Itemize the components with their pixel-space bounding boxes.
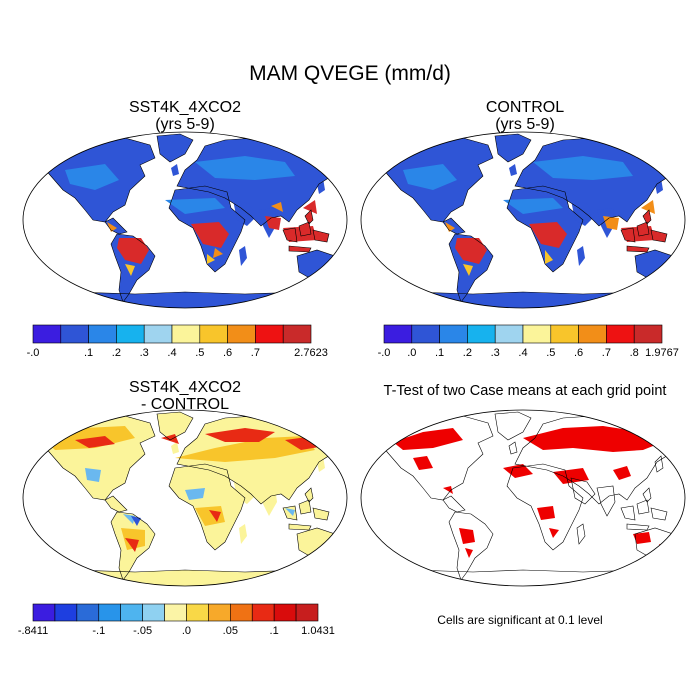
colorbar-tick-label: .1 xyxy=(435,347,444,359)
colorbar-swatch xyxy=(295,603,319,622)
colorbar-tick-label: .3 xyxy=(491,347,500,359)
panel-b-title: CONTROL (yrs 5-9) xyxy=(400,99,650,133)
colorbar-a: -.0 .1 .2 .3 .4 .5 .6 .7 2.7623 xyxy=(27,324,328,359)
colorbar-swatch xyxy=(439,324,468,344)
colorbar-swatch xyxy=(116,324,145,344)
colorbar-swatch xyxy=(227,324,256,344)
colorbar-swatch xyxy=(164,603,187,622)
colorbar-swatch xyxy=(76,603,100,622)
significance-note: Cells are significant at 0.1 level xyxy=(437,613,603,627)
colorbar-swatch xyxy=(88,324,117,344)
colorbar-swatch xyxy=(230,603,253,622)
colorbar-tick-label: .4 xyxy=(518,347,527,359)
colorbar-swatch xyxy=(32,603,56,622)
colorbar-tick-label: .2 xyxy=(112,347,121,359)
colorbar-swatch xyxy=(208,603,231,622)
colorbar-swatch xyxy=(186,603,209,622)
colorbar-tick-label: 1.9767 xyxy=(645,347,679,359)
map-border-c xyxy=(22,409,348,587)
panel-c-title: SST4K_4XCO2 - CONTROL xyxy=(60,379,310,413)
colorbar-tick-label: .05 xyxy=(223,625,238,637)
map-panel-b xyxy=(361,133,685,308)
colorbar-tick-label: 2.7623 xyxy=(294,347,328,359)
colorbar-swatch xyxy=(606,324,635,344)
panel-a-title-line1: SST4K_4XCO2 xyxy=(128,99,242,116)
colorbar-swatch xyxy=(494,324,524,344)
colorbar-b: -.0 .0 .1 .2 .3 .4 .5 .6 .7 .8 1.9767 xyxy=(378,324,679,359)
map-border-a xyxy=(22,131,348,309)
colorbar-swatch xyxy=(142,603,165,622)
colorbar-tick-label: .7 xyxy=(251,347,260,359)
colorbar-swatch xyxy=(550,324,579,344)
colorbar-swatch xyxy=(199,324,228,344)
colorbar-tick-label: .4 xyxy=(167,347,176,359)
colorbar-tick-label: .7 xyxy=(602,347,611,359)
colorbar-tick-label: 1.0431 xyxy=(301,625,335,637)
panel-b-title-line1: CONTROL xyxy=(485,99,565,116)
colorbar-swatch xyxy=(143,324,173,344)
colorbar-swatch xyxy=(467,324,496,344)
colorbar-tick-label: .5 xyxy=(546,347,555,359)
colorbar-tick-label: .2 xyxy=(463,347,472,359)
map-panel-d xyxy=(361,411,685,586)
colorbar-swatch xyxy=(282,324,312,344)
colorbar-swatch xyxy=(60,324,89,344)
colorbar-tick-label: -.05 xyxy=(133,625,152,637)
panel-a-title-line2: (yrs 5-9) xyxy=(155,116,215,133)
colorbar-tick-label: .1 xyxy=(84,347,93,359)
colorbar-tick-label: .0 xyxy=(407,347,416,359)
colorbar-tick-label: -.8411 xyxy=(18,625,48,637)
colorbar-swatch xyxy=(54,603,78,622)
colorbar-tick-label: .0 xyxy=(182,625,191,637)
colorbar-tick-label: -.1 xyxy=(92,625,105,637)
colorbar-c: -.8411 -.1 -.05 .0 .05 .1 1.0431 xyxy=(18,603,335,637)
colorbar-swatch xyxy=(98,603,121,622)
colorbar-swatch xyxy=(383,324,413,344)
colorbar-tick-label: .6 xyxy=(223,347,232,359)
colorbar-tick-label: -.0 xyxy=(378,347,391,359)
panel-b-title-line2: (yrs 5-9) xyxy=(495,116,555,133)
colorbar-swatch xyxy=(120,603,143,622)
map-border-b xyxy=(360,131,686,309)
colorbar-tick-label: .8 xyxy=(630,347,639,359)
panel-a-title: SST4K_4XCO2 (yrs 5-9) xyxy=(60,99,310,133)
panel-c-title-line2: - CONTROL xyxy=(141,396,229,413)
colorbar-tick-label: .6 xyxy=(574,347,583,359)
colorbar-swatch xyxy=(578,324,607,344)
colorbar-tick-label: .3 xyxy=(140,347,149,359)
map-border-d xyxy=(360,409,686,587)
colorbar-swatch xyxy=(171,324,201,344)
main-title: MAM QVEGE (mm/d) xyxy=(249,62,451,85)
map-panel-a xyxy=(23,133,347,308)
colorbar-swatch xyxy=(251,603,275,622)
colorbar-swatch xyxy=(255,324,284,344)
panel-c-title-line1: SST4K_4XCO2 xyxy=(128,379,242,396)
colorbar-swatch xyxy=(633,324,663,344)
colorbar-swatch xyxy=(273,603,297,622)
colorbar-swatch xyxy=(32,324,62,344)
colorbar-tick-label: .5 xyxy=(195,347,204,359)
colorbar-tick-label: -.0 xyxy=(27,347,40,359)
colorbar-tick-label: .1 xyxy=(270,625,279,637)
colorbar-swatch xyxy=(522,324,552,344)
colorbar-swatch xyxy=(411,324,440,344)
panel-d-title: T-Test of two Case means at each grid po… xyxy=(383,383,667,399)
map-panel-c xyxy=(23,411,347,586)
